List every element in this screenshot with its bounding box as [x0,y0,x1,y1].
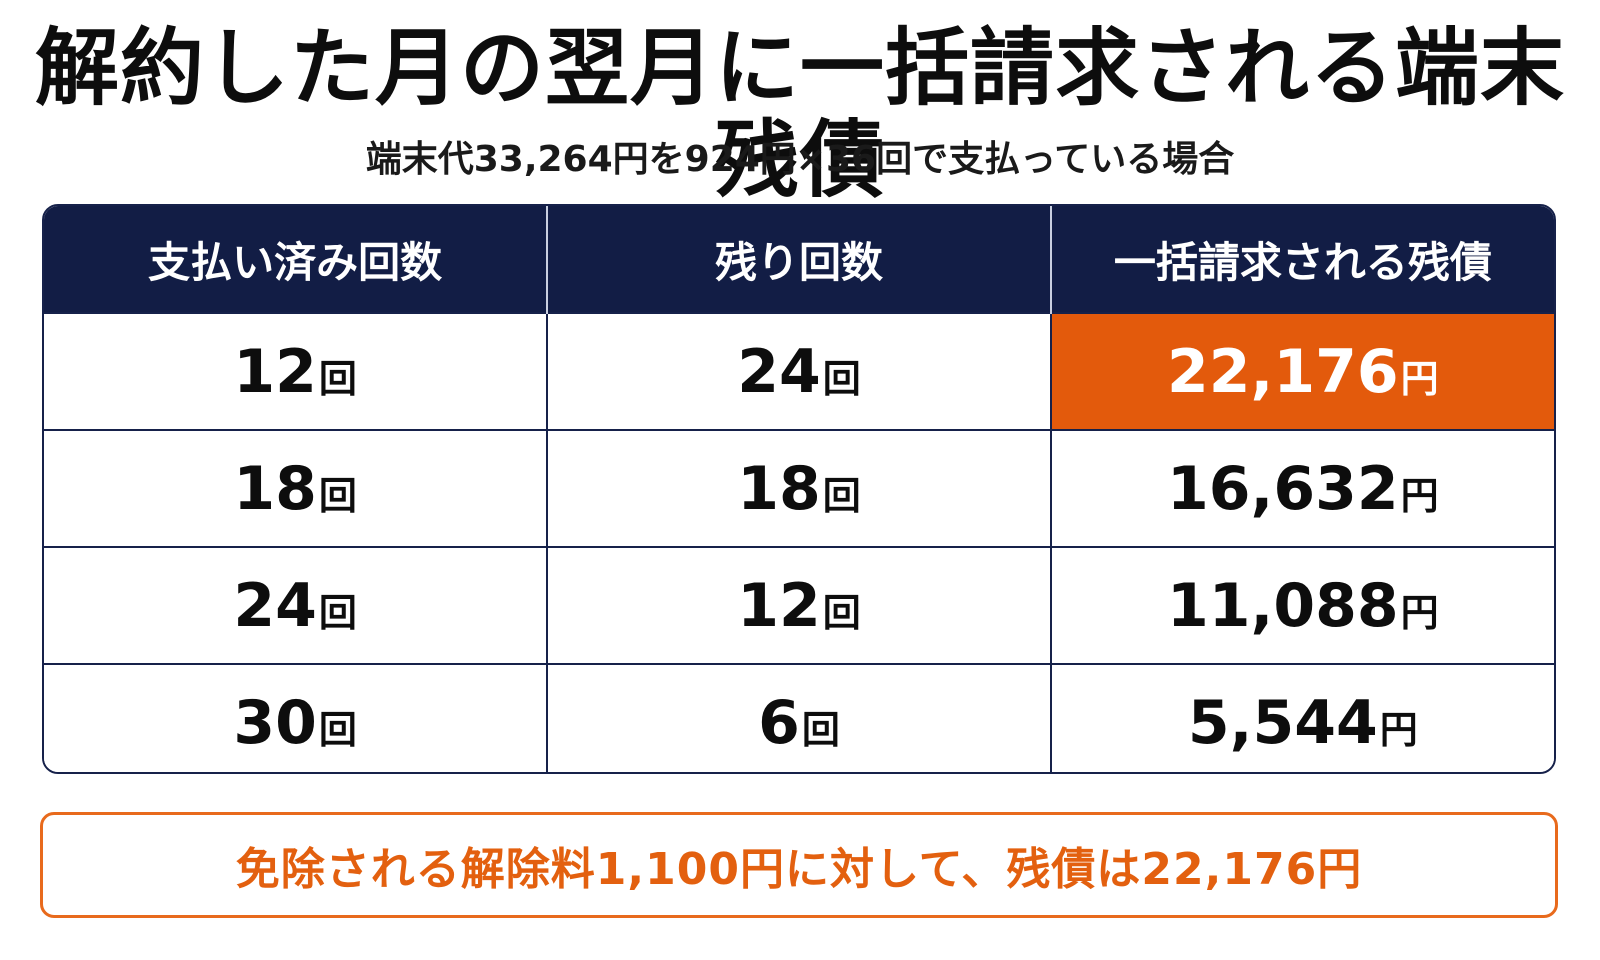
page-title: 解約した月の翌月に一括請求される端末残債 [34,19,1565,210]
paid-count-value: 18 [233,453,317,524]
header-remaining-count: 残り回数 [547,206,1052,313]
remaining-count-cell: 12回 [547,546,1052,664]
paid-count-cell: 24回 [44,546,549,664]
paid-count-value: 12 [233,336,317,407]
paid-count-unit: 回 [318,473,357,518]
paid-count-value: 30 [233,687,317,758]
remaining-count-value: 24 [737,336,821,407]
balance-unit: 円 [1400,356,1439,401]
paid-count-value: 24 [233,570,317,641]
remaining-count-value: 12 [737,570,821,641]
remaining-count-cell: 18回 [547,429,1052,547]
table-row: 30回 6回 5,544円 [44,663,1554,772]
remaining-count-cell: 6回 [547,663,1052,772]
table-row: 24回 12回 11,088円 [44,546,1554,664]
header-paid-count: 支払い済み回数 [44,206,549,313]
paid-count-unit: 回 [318,707,357,752]
balance-cell: 16,632円 [1050,429,1554,547]
summary-note-box: 免除される解除料1,100円に対して、残債は22,176円 [40,812,1558,918]
balance-cell: 11,088円 [1050,546,1554,664]
balance-table-container: 支払い済み回数 残り回数 一括請求される残債 12回 24回 22,176円 1… [42,204,1556,774]
balance-cell: 5,544円 [1050,663,1554,772]
balance-unit: 円 [1379,707,1418,752]
header-lump-sum-balance: 一括請求される残債 [1050,206,1554,313]
paid-count-cell: 30回 [44,663,549,772]
balance-unit: 円 [1400,590,1439,635]
paid-count-cell: 12回 [44,312,549,430]
remaining-count-value: 18 [737,453,821,524]
balance-table: 支払い済み回数 残り回数 一括請求される残債 12回 24回 22,176円 1… [44,206,1554,772]
paid-count-cell: 18回 [44,429,549,547]
table-header-row: 支払い済み回数 残り回数 一括請求される残債 [44,206,1554,313]
page-subtitle: 端末代33,264円を924円×36回で支払っている場合 [365,139,1235,180]
remaining-count-unit: 回 [822,473,861,518]
balance-value: 11,088 [1167,570,1399,641]
remaining-count-unit: 回 [822,590,861,635]
table-row: 18回 18回 16,632円 [44,429,1554,547]
remaining-count-value: 6 [758,687,800,758]
summary-note-text: 免除される解除料1,100円に対して、残債は22,176円 [235,844,1363,895]
balance-value: 22,176 [1167,336,1399,407]
paid-count-unit: 回 [318,590,357,635]
remaining-count-unit: 回 [801,707,840,752]
remaining-count-unit: 回 [822,356,861,401]
balance-value: 16,632 [1167,453,1399,524]
remaining-count-cell: 24回 [547,312,1052,430]
paid-count-unit: 回 [318,356,357,401]
balance-unit: 円 [1400,473,1439,518]
balance-cell-highlighted: 22,176円 [1050,312,1554,430]
table-row: 12回 24回 22,176円 [44,312,1554,430]
balance-value: 5,544 [1187,687,1378,758]
